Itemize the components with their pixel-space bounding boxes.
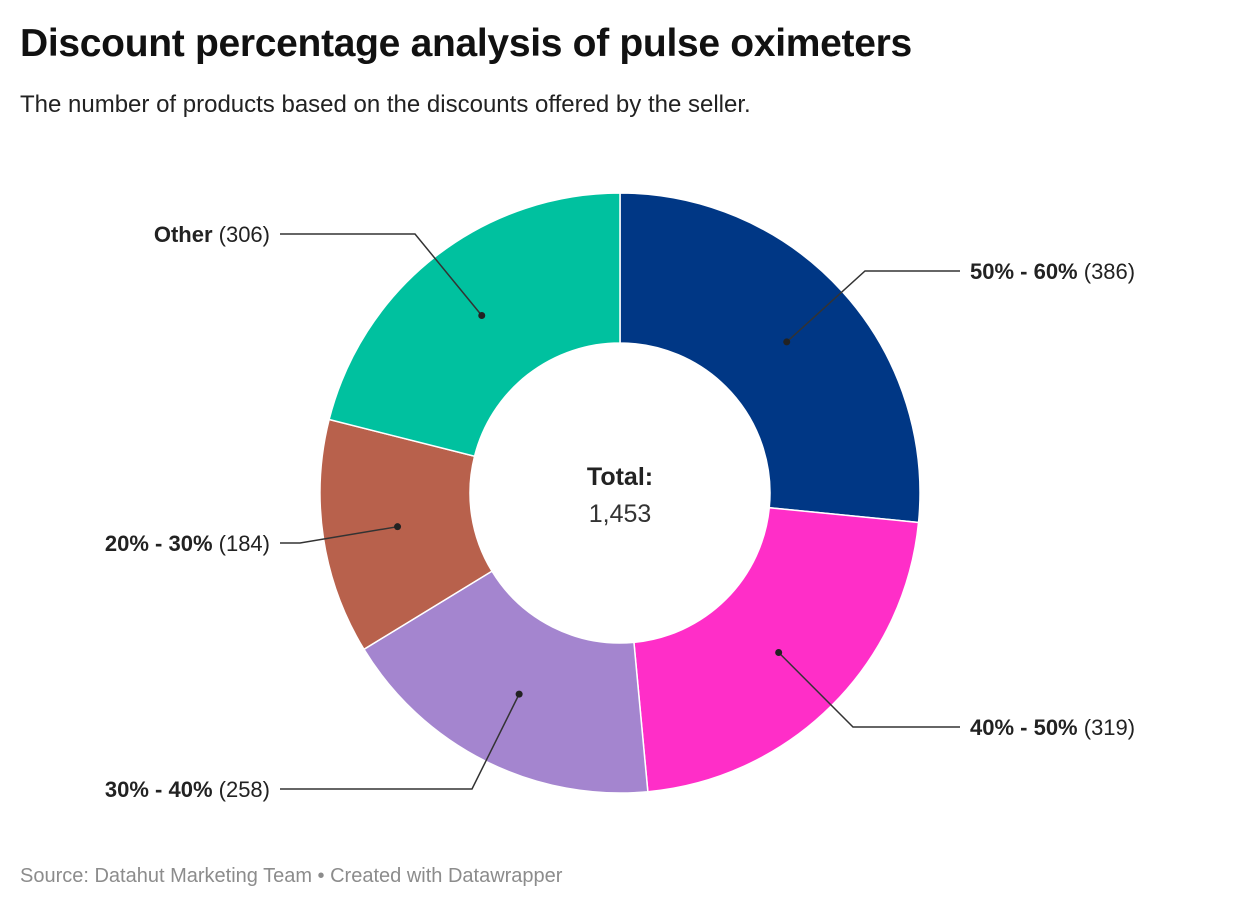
center-total-title: Total: bbox=[587, 463, 653, 491]
leader-dot-20-30 bbox=[394, 523, 402, 531]
slice-50-60 bbox=[619, 192, 921, 524]
leader-lines bbox=[280, 233, 960, 790]
slice-label-30-40: 30% - 40% (258) bbox=[105, 777, 270, 802]
slice-label-value: (319) bbox=[1078, 715, 1135, 740]
leader-dot-other bbox=[478, 311, 486, 319]
leader-dot-50-60 bbox=[783, 338, 791, 346]
slice-label-name: 30% - 40% bbox=[105, 777, 213, 802]
slice-label-name: 40% - 50% bbox=[970, 715, 1078, 740]
slice-label-50-60: 50% - 60% (386) bbox=[970, 259, 1135, 284]
chart-title: Discount percentage analysis of pulse ox… bbox=[20, 22, 912, 65]
slice-label-value: (258) bbox=[213, 777, 270, 802]
slice-label-name: Other bbox=[154, 222, 213, 247]
slice-other bbox=[328, 192, 621, 458]
leader-line-20-30 bbox=[280, 525, 398, 544]
donut-slices bbox=[319, 192, 921, 794]
leader-dot-40-50 bbox=[775, 649, 783, 657]
slice-label-20-30: 20% - 30% (184) bbox=[105, 531, 270, 556]
leader-line-other bbox=[280, 233, 483, 316]
center-total-value: 1,453 bbox=[589, 500, 652, 528]
leader-line-40-50 bbox=[778, 651, 960, 728]
source-note: Source: Datahut Marketing Team • Created… bbox=[20, 865, 563, 887]
leader-line-50-60 bbox=[786, 270, 960, 343]
slice-labels: 50% - 60% (386) 40% - 50% (319) 30% - 40% … bbox=[105, 222, 1135, 802]
slice-label-name: 50% - 60% bbox=[970, 259, 1078, 284]
slice-label-40-50: 40% - 50% (319) bbox=[970, 715, 1135, 740]
slice-label-name: 20% - 30% bbox=[105, 531, 213, 556]
slice-20-30 bbox=[319, 418, 494, 651]
slice-40-50 bbox=[633, 506, 920, 793]
chart-subtitle: The number of products based on the disc… bbox=[20, 91, 751, 118]
slice-30-40 bbox=[362, 570, 649, 794]
leader-dot-30-40 bbox=[515, 690, 523, 698]
leader-line-30-40 bbox=[280, 693, 520, 790]
slice-label-other: Other (306) bbox=[154, 222, 270, 247]
slice-label-value: (386) bbox=[1078, 259, 1135, 284]
slice-label-value: (306) bbox=[213, 222, 270, 247]
slice-label-value: (184) bbox=[213, 531, 270, 556]
